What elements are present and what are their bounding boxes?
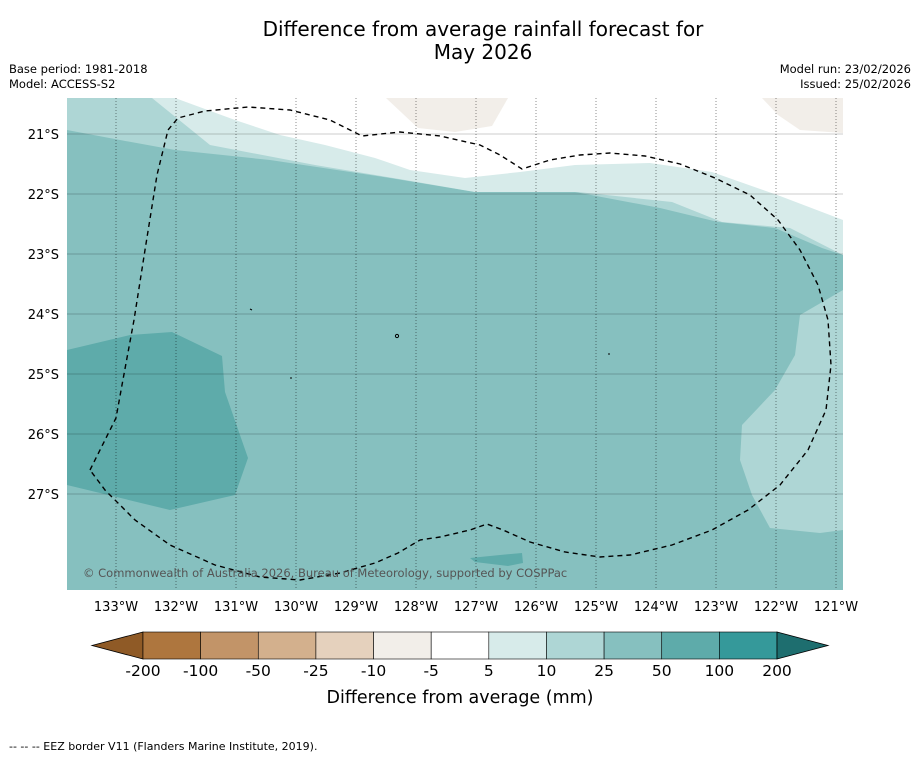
anomaly-patch-50-100-small: [470, 553, 523, 566]
lon-label: 129°W: [334, 600, 378, 615]
model-name: Model: ACCESS-S2: [9, 77, 116, 91]
colorbar-tick-label: -5: [423, 662, 438, 680]
lon-label: 127°W: [454, 600, 498, 615]
meta-right: Model run: 23/02/2026 Issued: 25/02/2026: [780, 62, 911, 92]
colorbar-bin: [603, 631, 663, 660]
graticule-lat: [67, 133, 843, 495]
model-run: Model run: 23/02/2026: [779, 62, 911, 76]
colorbar-bin: [546, 631, 605, 660]
anomaly-patch-below-1: [386, 98, 508, 132]
lon-label: 125°W: [574, 600, 618, 615]
colorbar-label: Difference from average (mm): [326, 688, 593, 708]
lon-label: 123°W: [694, 600, 738, 615]
colorbar-bin: [315, 631, 374, 660]
colorbar-tick-label: 5: [484, 662, 494, 680]
colorbar-tick-label: 100: [705, 662, 735, 680]
colorbar-extend-max: [776, 631, 830, 660]
lon-label: 130°W: [274, 600, 318, 615]
islands: [249, 308, 610, 379]
colorbar-extend-min: [90, 631, 144, 660]
colorbar-bin: [257, 631, 317, 660]
lon-label: 121°W: [814, 600, 858, 615]
map-area: [67, 98, 843, 590]
lat-label: 21°S: [28, 128, 59, 143]
lon-labels: 133°W 132°W 131°W 130°W 129°W 128°W 127°…: [94, 600, 858, 615]
lon-label: 133°W: [94, 600, 138, 615]
colorbar-bin: [373, 631, 432, 660]
colorbar-tick-label: 50: [652, 662, 672, 680]
colorbar-tick-label: 25: [594, 662, 614, 680]
colorbar-bin: [430, 631, 490, 660]
island-mark: [249, 308, 253, 311]
colorbar-bin: [200, 631, 259, 660]
lat-label: 24°S: [28, 308, 59, 323]
island-mark: [394, 333, 400, 339]
colorbar-tick-label: -200: [125, 662, 160, 680]
lon-label: 131°W: [214, 600, 258, 615]
lat-label: 25°S: [28, 368, 59, 383]
colorbar-tick-label: 200: [762, 662, 792, 680]
colorbar: -200 -100 -50 -25 -10 -5 5 10 25 50 100 200: [90, 631, 830, 680]
anomaly-band-50-100: [67, 332, 248, 510]
colorbar-bin: [661, 631, 720, 660]
map-credit: © Commonwealth of Australia 2026, Bureau…: [83, 566, 567, 580]
lat-label: 22°S: [28, 188, 59, 203]
anomaly-patch-below-2: [762, 98, 843, 133]
lon-label: 122°W: [754, 600, 798, 615]
colorbar-tick-label: -50: [246, 662, 271, 680]
lon-label: 126°W: [514, 600, 558, 615]
eez-border: [89, 106, 832, 581]
lat-label: 26°S: [28, 428, 59, 443]
colorbar-bin: [719, 631, 778, 660]
colorbar-tick-label: -100: [183, 662, 218, 680]
anomaly-band-10-25-east: [740, 290, 843, 533]
colorbar-bin: [142, 631, 201, 660]
meta-left: Base period: 1981-2018 Model: ACCESS-S2: [9, 62, 148, 92]
colorbar-tick-label: 10: [537, 662, 557, 680]
base-period: Base period: 1981-2018: [9, 62, 148, 76]
chart-title: Difference from average rainfall forecas…: [0, 18, 919, 64]
title-line-2: May 2026: [433, 40, 533, 64]
colorbar-tick-label: -25: [303, 662, 328, 680]
eez-legend: -- -- -- EEZ border V11 (Flanders Marine…: [9, 740, 318, 753]
lon-label: 128°W: [394, 600, 438, 615]
colorbar-bin: [488, 631, 547, 660]
title-line-1: Difference from average rainfall forecas…: [262, 17, 704, 41]
lon-label: 132°W: [154, 600, 198, 615]
lat-label: 27°S: [28, 488, 59, 503]
graticule: [115, 98, 837, 590]
lat-labels: 21°S 22°S 23°S 24°S 25°S 26°S 27°S: [28, 128, 59, 503]
lon-label: 124°W: [634, 600, 678, 615]
issued-date: Issued: 25/02/2026: [800, 77, 911, 91]
lat-label: 23°S: [28, 248, 59, 263]
anomaly-band-neutral: [175, 98, 843, 220]
colorbar-tick-label: -10: [361, 662, 386, 680]
